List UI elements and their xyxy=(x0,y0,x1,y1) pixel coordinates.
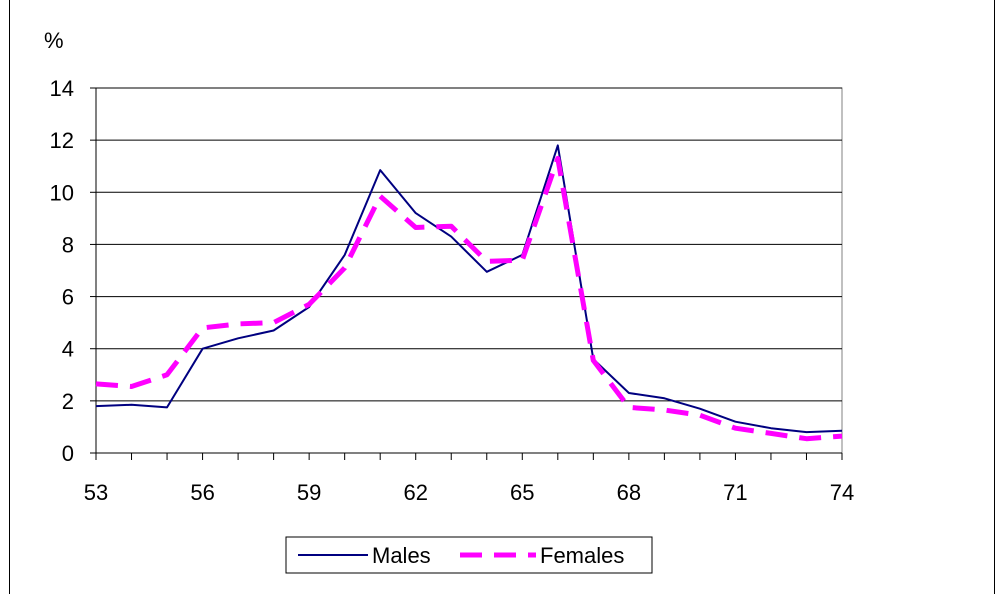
x-tick-label-59: 59 xyxy=(297,480,321,505)
y-tick-label-8: 8 xyxy=(62,232,74,257)
legend-label-females: Females xyxy=(540,543,624,568)
x-tick-label-68: 68 xyxy=(617,480,641,505)
x-tick-label-71: 71 xyxy=(723,480,747,505)
y-tick-label-4: 4 xyxy=(62,337,74,362)
y-axis-label: % xyxy=(44,28,64,53)
series-line-males xyxy=(95,144,843,434)
x-tick-label-74: 74 xyxy=(830,480,854,505)
y-tick-label-10: 10 xyxy=(50,180,74,205)
axes xyxy=(95,88,842,454)
x-axis-ticks: 53 56 59 62 65 68 71 74 xyxy=(84,453,854,505)
y-tick-label-12: 12 xyxy=(50,128,74,153)
y-tick-label-0: 0 xyxy=(62,441,74,466)
y-tick-label-6: 6 xyxy=(62,285,74,310)
x-tick-label-62: 62 xyxy=(403,480,427,505)
y-tick-label-14: 14 xyxy=(50,76,74,101)
series-layer xyxy=(95,144,843,442)
x-tick-label-65: 65 xyxy=(510,480,534,505)
plot-area xyxy=(95,87,843,454)
x-tick-label-56: 56 xyxy=(190,480,214,505)
x-tick-label-53: 53 xyxy=(84,480,108,505)
series-line-females xyxy=(95,155,843,442)
legend: Males Females xyxy=(285,536,653,574)
y-tick-label-2: 2 xyxy=(62,389,74,414)
legend-label-males: Males xyxy=(372,543,431,568)
y-axis-ticks: 0 2 4 6 8 10 12 14 xyxy=(50,76,96,466)
chart-frame xyxy=(9,0,995,594)
